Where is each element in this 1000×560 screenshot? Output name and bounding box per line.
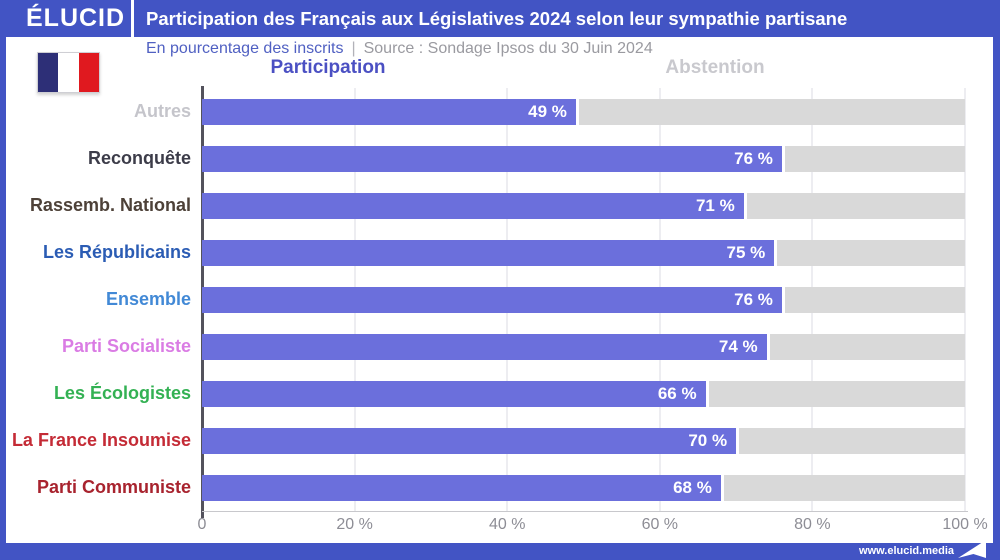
header-bar: ÉLUCID Participation des Français aux Lé…: [0, 0, 1000, 37]
chart-row: La France Insoumise 70 %: [0, 417, 965, 464]
abstention-bar: [769, 333, 965, 360]
subtitle-source: Source : Sondage Ipsos du 30 Juin 2024: [363, 40, 653, 57]
x-axis-line: [202, 511, 968, 512]
bar-track: 74 %: [202, 333, 965, 360]
chart-row: Autres 49 %: [0, 88, 965, 135]
gridline: [964, 88, 966, 511]
value-label: 68 %: [673, 477, 712, 497]
abstention-bar: [777, 239, 965, 266]
participation-bar: 70 %: [202, 427, 737, 454]
participation-bar: 76 %: [202, 145, 782, 172]
chart-row: Ensemble 76 %: [0, 276, 965, 323]
flag-stripe-blue: [38, 53, 59, 92]
participation-bar: 49 %: [202, 98, 576, 125]
flag-stripe-white: [58, 53, 79, 92]
bar-track: 49 %: [202, 98, 965, 125]
x-tick-label: 20 %: [336, 516, 373, 533]
column-header-participation: Participation: [270, 57, 386, 78]
category-label: Reconquête: [87, 148, 191, 168]
value-label: 66 %: [657, 383, 697, 403]
chart-row: Rassemb. National 71 %: [0, 182, 965, 229]
participation-bar: 76 %: [202, 286, 782, 313]
france-flag-icon: [37, 52, 100, 93]
abstention-bar: [708, 380, 965, 407]
value-label: 76 %: [734, 148, 773, 168]
chart-row: Reconquête 76 %: [0, 135, 965, 182]
participation-bar: 74 %: [202, 333, 767, 360]
x-tick-label: 40 %: [488, 516, 526, 533]
footer-bar: www.elucid.media: [0, 540, 1000, 560]
paper-plane-icon: [958, 540, 986, 558]
frame-border-left: [0, 37, 6, 543]
bar-track: 76 %: [202, 286, 965, 313]
value-label: 75 %: [726, 242, 766, 262]
subtitle-separator: |: [351, 40, 356, 57]
value-label: 49 %: [528, 101, 567, 121]
bar-track: 75 %: [202, 239, 965, 266]
abstention-bar: [739, 427, 965, 454]
subtitle: En pourcentage des inscrits | Source : Son…: [146, 40, 653, 58]
chart-row: Parti Socialiste 74 %: [0, 323, 965, 370]
value-label: 71 %: [695, 195, 735, 215]
x-tick-label: 100 %: [942, 516, 988, 533]
frame-border-right: [993, 37, 1000, 543]
value-label: 70 %: [688, 430, 728, 450]
bar-track: 70 %: [202, 427, 965, 454]
abstention-bar: [746, 192, 965, 219]
abstention-bar: [578, 98, 965, 125]
page-title: Participation des Français aux Législati…: [146, 8, 848, 29]
category-label: La France Insoumise: [11, 430, 191, 450]
abstention-bar: [784, 286, 965, 313]
bar-track: 76 %: [202, 145, 965, 172]
participation-bar: 75 %: [202, 239, 775, 266]
column-header-abstention: Abstention: [665, 57, 765, 78]
x-tick-label: 0: [197, 516, 207, 533]
category-label: Ensemble: [105, 289, 191, 309]
logo-separator: [131, 0, 134, 37]
abstention-bar: [784, 145, 965, 172]
x-tick-label: 60 %: [641, 516, 679, 533]
footer-url: www.elucid.media: [859, 545, 954, 557]
category-label: Rassemb. National: [29, 195, 191, 215]
bar-track: 68 %: [202, 474, 965, 501]
category-label: Autres: [133, 101, 191, 121]
bar-chart: Autres 49 % Reconquête 76 % Rassemb. Nationa…: [0, 88, 965, 511]
chart-row: Les Républicains 75 %: [0, 229, 965, 276]
bar-track: 66 %: [202, 380, 965, 407]
chart-row: Les Écologistes 66 %: [0, 370, 965, 417]
abstention-bar: [723, 474, 965, 501]
participation-bar: 66 %: [202, 380, 706, 407]
chart-row: Parti Communiste 68 %: [0, 464, 965, 511]
value-label: 76 %: [734, 289, 773, 309]
subtitle-note: En pourcentage des inscrits: [146, 40, 344, 57]
category-label: Parti Communiste: [36, 477, 191, 497]
participation-bar: 68 %: [202, 474, 721, 501]
category-label: Parti Socialiste: [61, 336, 191, 356]
x-tick-label: 80 %: [794, 516, 831, 533]
category-label: Les Républicains: [42, 242, 191, 262]
bar-track: 71 %: [202, 192, 965, 219]
category-label: Les Écologistes: [53, 383, 191, 403]
participation-bar: 71 %: [202, 192, 744, 219]
value-label: 74 %: [718, 336, 758, 356]
flag-stripe-red: [78, 53, 99, 92]
brand-logo: ÉLUCID: [26, 4, 126, 32]
